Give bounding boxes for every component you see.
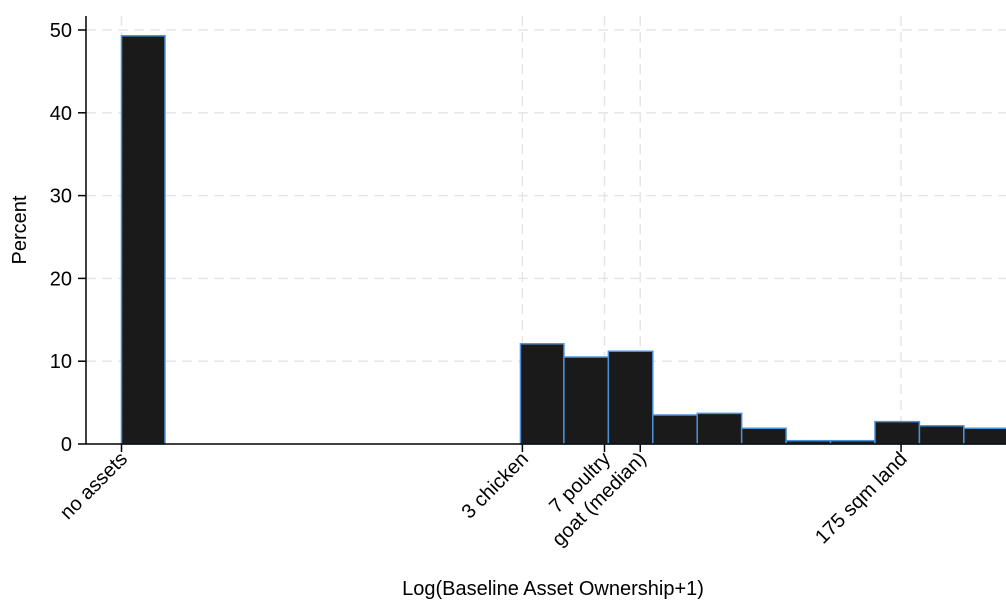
histogram-bar	[963, 427, 1006, 445]
x-tick-label: 3 chicken	[458, 448, 533, 523]
bar-layer	[120, 35, 1006, 445]
y-tick-label: 40	[50, 103, 72, 125]
histogram-bar	[120, 35, 166, 445]
histogram-bar	[740, 427, 787, 445]
x-axis-title: Log(Baseline Asset Ownership+1)	[402, 578, 704, 600]
histogram-bar	[874, 420, 921, 445]
histogram-bar	[696, 412, 743, 445]
x-tick-label: 175 sqm land	[811, 448, 911, 548]
y-tick-layer: 0 10 20 30 40 50	[50, 20, 86, 456]
x-tick-label: no assets	[56, 448, 132, 524]
axis-layer	[85, 16, 1006, 445]
y-axis-title: Percent	[9, 195, 31, 264]
y-tick-label: 50	[50, 20, 72, 42]
histogram-bar	[607, 350, 654, 445]
y-tick-label: 20	[50, 268, 72, 290]
histogram-bar	[918, 425, 965, 445]
histogram-bar	[652, 414, 698, 445]
y-tick-label: 10	[50, 351, 72, 373]
y-tick-label: 30	[50, 186, 72, 208]
histogram-bar	[563, 356, 610, 445]
y-tick-label: 0	[61, 434, 72, 456]
histogram-bar	[519, 343, 565, 445]
